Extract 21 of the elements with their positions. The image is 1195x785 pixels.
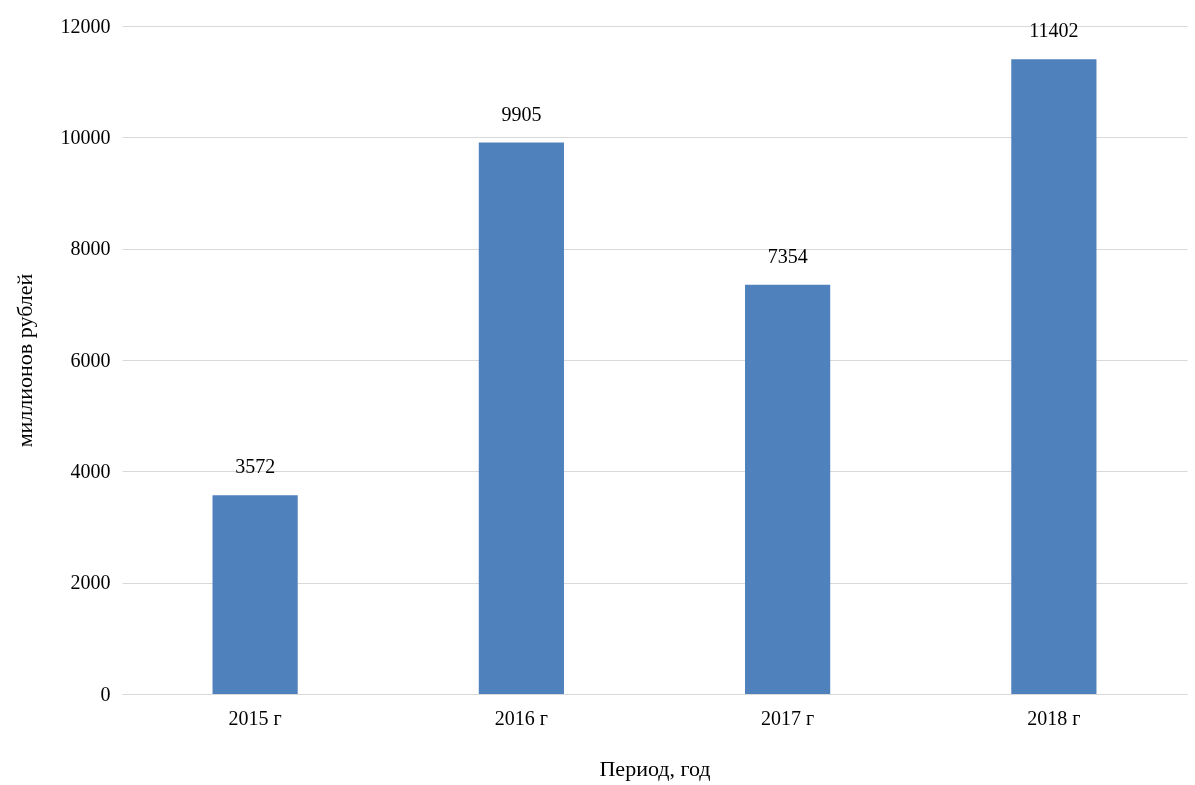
y-axis-title: миллионов рублей [11,273,37,448]
x-axis-title: Период, год [599,755,711,781]
bar [745,284,831,694]
bar [478,142,564,694]
y-tick-label: 12000 [60,14,111,37]
y-tick-label: 6000 [70,348,111,371]
x-tick-label: 2015 г [228,706,282,729]
x-tick-label: 2017 г [761,706,815,729]
y-tick-label: 0 [100,682,111,705]
bar [1011,59,1097,694]
y-tick-label: 2000 [70,571,111,594]
x-tick-label: 2018 г [1027,706,1081,729]
data-label: 3572 [235,455,276,478]
bar [212,495,298,694]
y-tick-label: 10000 [60,125,111,148]
data-label: 9905 [501,102,542,125]
y-tick-label: 4000 [70,459,111,482]
x-tick-label: 2016 г [494,706,548,729]
y-tick-label: 8000 [70,237,111,260]
data-label: 11402 [1029,19,1079,42]
data-label: 7354 [767,244,808,267]
